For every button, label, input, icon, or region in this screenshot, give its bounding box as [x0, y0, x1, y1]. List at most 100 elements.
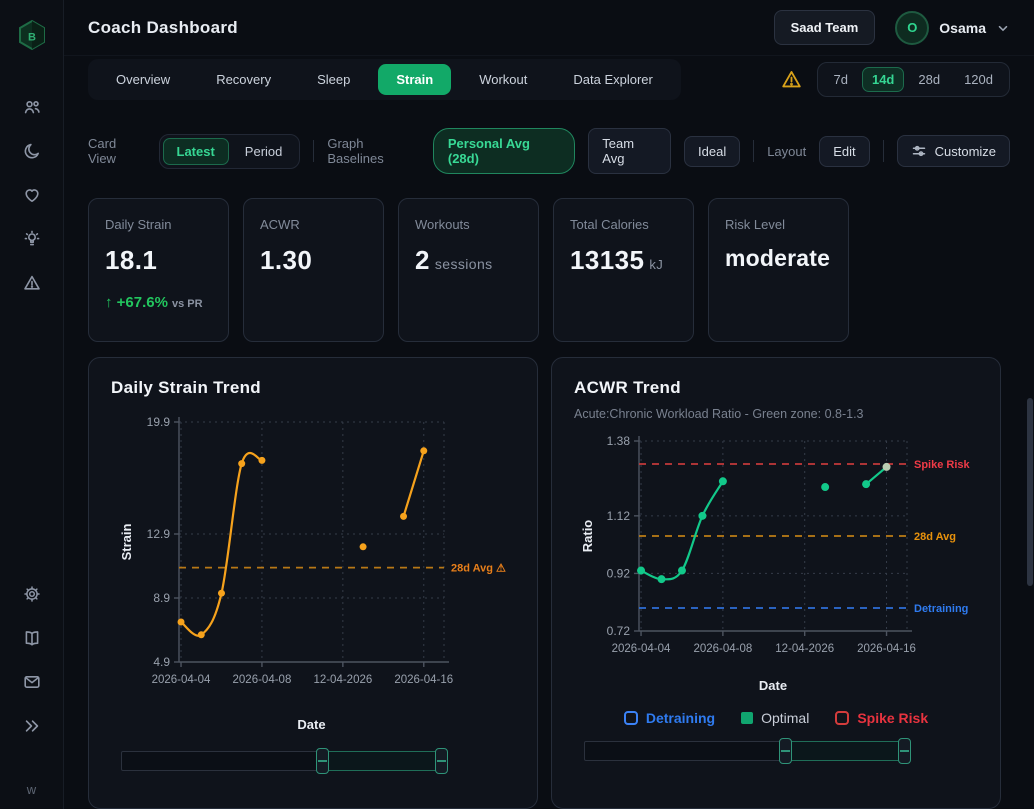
acwr-trend-card: ACWR Trend Acute:Chronic Workload Ratio … — [551, 357, 1001, 809]
daily-strain-chart[interactable]: 4.9 8.9 12.9 19.9 2026-04-04 2026-04-08 12-04-… — [111, 406, 517, 736]
content: Overview Recovery Sleep Strain Workout D… — [64, 56, 1034, 809]
stats-row: Daily Strain 18.1 ↑ +67.6% vs PR ACWR 1.3… — [88, 198, 1010, 342]
svg-text:2026-04-04: 2026-04-04 — [152, 674, 211, 686]
legend-swatch-green — [741, 712, 754, 724]
range-14d[interactable]: 14d — [861, 67, 905, 92]
card-view-latest[interactable]: Latest — [162, 137, 229, 165]
controls-row: Card View Latest Period Graph Baselines … — [88, 128, 1011, 174]
top-header: Coach Dashboard Saad Team O Osama — [64, 0, 1034, 56]
baseline-team-avg[interactable]: Team Avg — [588, 128, 672, 174]
chart-title: Daily Strain Trend — [111, 378, 261, 397]
slider-selected-range[interactable] — [321, 751, 447, 771]
range-120d[interactable]: 120d — [964, 72, 993, 87]
tab-workout[interactable]: Workout — [479, 72, 528, 87]
legend-swatch-blue — [623, 711, 638, 725]
svg-text:28d Avg ⚠: 28d Avg ⚠ — [451, 563, 506, 575]
slider-handle-right[interactable] — [898, 738, 911, 764]
slider-track[interactable] — [121, 748, 448, 774]
tab-bar: Overview Recovery Sleep Strain Workout D… — [88, 59, 681, 100]
delta-note: vs PR — [171, 298, 203, 310]
mail-icon[interactable] — [22, 672, 42, 692]
sidebar: B — [0, 0, 64, 809]
book-icon[interactable] — [22, 628, 42, 648]
user-name: Osama — [939, 19, 986, 36]
slider-handle-left[interactable] — [315, 748, 329, 774]
main-area: Coach Dashboard Saad Team O Osama Overvi… — [64, 0, 1034, 809]
team-selector-button[interactable]: Saad Team — [773, 10, 876, 45]
alert-triangle-icon[interactable] — [22, 273, 42, 293]
range-7d[interactable]: 7d — [833, 72, 848, 87]
slider-handle-left[interactable] — [778, 738, 792, 764]
legend-detraining[interactable]: Detraining — [623, 710, 715, 726]
svg-text:Ratio: Ratio — [580, 520, 595, 553]
tab-overview[interactable]: Overview — [116, 72, 171, 87]
svg-text:1.38: 1.38 — [607, 434, 631, 448]
customize-button[interactable]: Customize — [896, 135, 1011, 167]
stat-label: Daily Strain — [105, 217, 172, 232]
baseline-ideal[interactable]: Ideal — [684, 135, 741, 167]
svg-text:2026-04-04: 2026-04-04 — [612, 643, 671, 655]
customize-label: Customize — [934, 143, 997, 159]
svg-text:8.9: 8.9 — [153, 591, 170, 605]
svg-text:2026-04-16: 2026-04-16 — [857, 643, 916, 655]
acwr-legend: Detraining Optimal Spike Risk — [574, 707, 978, 729]
heart-icon[interactable] — [22, 185, 42, 205]
acwr-chart[interactable]: 0.72 0.92 1.12 1.38 2026-04-04 2026-04-08 12-0… — [574, 429, 980, 697]
legend-optimal[interactable]: Optimal — [741, 710, 809, 726]
card-view-period[interactable]: Period — [244, 143, 283, 159]
team-icon[interactable] — [22, 97, 42, 117]
stat-card-acwr[interactable]: ACWR 1.30 — [243, 198, 384, 342]
tab-data-explorer[interactable]: Data Explorer — [573, 72, 653, 87]
slider-selected-range[interactable] — [784, 741, 910, 761]
stat-unit: kJ — [649, 257, 664, 272]
svg-text:Date: Date — [297, 717, 325, 732]
svg-text:0.72: 0.72 — [607, 624, 631, 638]
svg-text:12-04-2026: 12-04-2026 — [313, 674, 372, 686]
slider-track[interactable] — [584, 738, 911, 764]
svg-text:28d Avg: 28d Avg — [914, 531, 956, 543]
sidebar-nav — [22, 97, 42, 293]
stat-delta: ↑ +67.6% vs PR — [105, 294, 212, 311]
page-title: Coach Dashboard — [88, 17, 238, 37]
divider — [753, 140, 755, 162]
user-menu[interactable]: O Osama — [895, 10, 1010, 45]
svg-text:B: B — [28, 32, 36, 44]
divider — [882, 140, 884, 162]
divider — [313, 140, 315, 162]
range-28d[interactable]: 28d — [918, 72, 941, 87]
expand-chevrons-icon[interactable] — [22, 716, 42, 736]
warning-icon[interactable] — [780, 68, 803, 91]
svg-text:2026-04-16: 2026-04-16 — [394, 674, 453, 686]
edit-layout-button[interactable]: Edit — [819, 135, 870, 167]
baseline-personal-avg[interactable]: Personal Avg (28d) — [432, 128, 576, 174]
scrollbar-thumb[interactable] — [1027, 398, 1033, 586]
stat-card-workouts[interactable]: Workouts 2 sessions — [398, 198, 539, 342]
arrow-up-icon: ↑ — [105, 294, 113, 311]
card-view-toggle: Latest Period — [158, 133, 301, 169]
legend-spike-risk[interactable]: Spike Risk — [835, 710, 928, 726]
svg-text:12.9: 12.9 — [147, 527, 171, 541]
stat-card-daily-strain[interactable]: Daily Strain 18.1 ↑ +67.6% vs PR — [88, 198, 229, 342]
stat-value: 13135 — [570, 245, 645, 275]
stat-value: moderate — [725, 245, 831, 271]
svg-text:2026-04-08: 2026-04-08 — [693, 643, 752, 655]
gear-icon[interactable] — [22, 584, 42, 604]
stat-value: 1.30 — [260, 245, 313, 275]
tab-recovery[interactable]: Recovery — [216, 72, 272, 87]
stat-value: 2 — [415, 245, 430, 275]
svg-text:12-04-2026: 12-04-2026 — [775, 643, 834, 655]
tab-sleep[interactable]: Sleep — [317, 72, 351, 87]
lightbulb-icon[interactable] — [22, 229, 42, 249]
stat-value: 18.1 — [105, 245, 158, 275]
sidebar-watermark: w — [26, 782, 37, 797]
moon-icon[interactable] — [22, 141, 42, 161]
app-logo-icon[interactable]: B — [13, 17, 51, 55]
stat-card-risk-level[interactable]: Risk Level moderate — [708, 198, 849, 342]
svg-text:4.9: 4.9 — [153, 655, 170, 669]
slider-handle-right[interactable] — [435, 748, 448, 774]
stat-card-total-calories[interactable]: Total Calories 13135 kJ — [553, 198, 694, 342]
sliders-icon — [912, 145, 925, 157]
chevron-down-icon — [998, 25, 1008, 31]
tab-strain[interactable]: Strain — [378, 64, 452, 95]
stat-label: Workouts — [415, 217, 470, 232]
